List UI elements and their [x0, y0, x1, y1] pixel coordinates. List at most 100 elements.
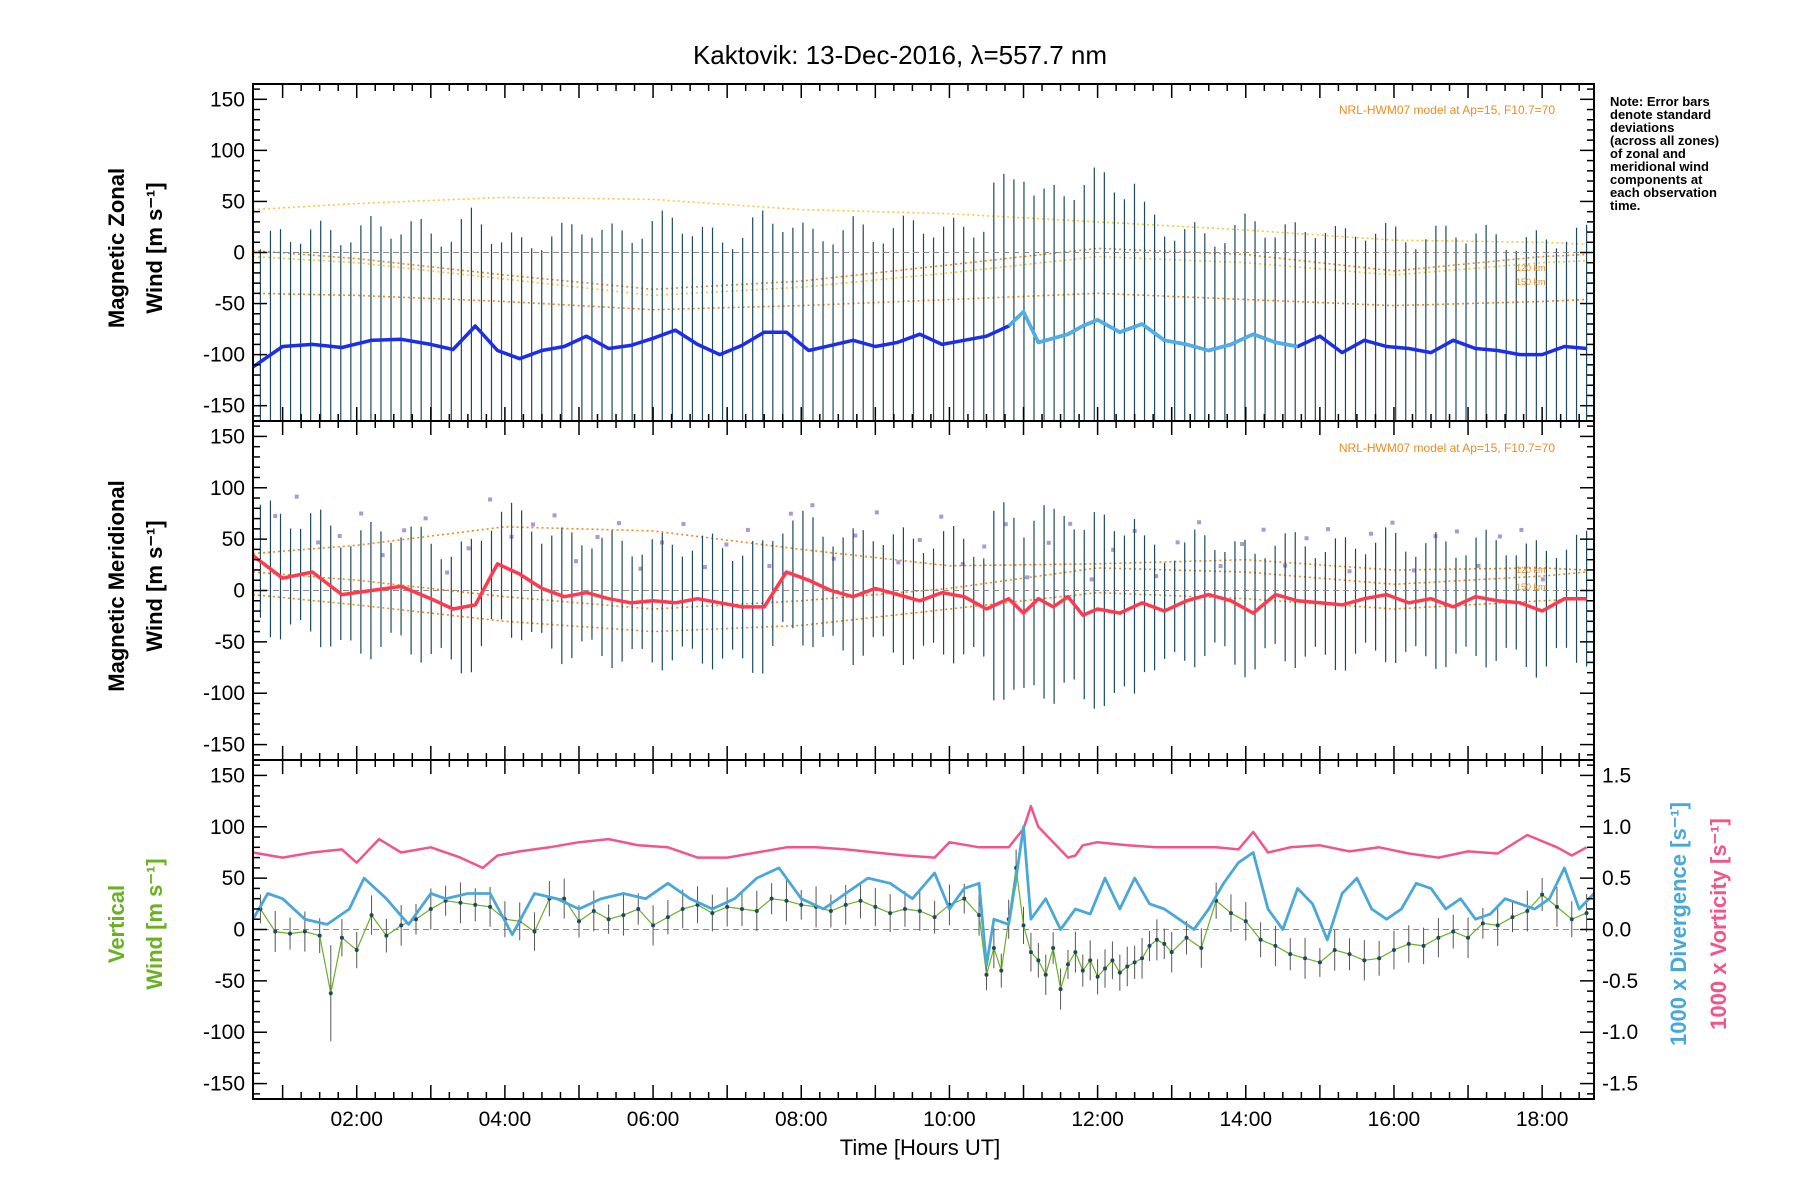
- meridional-alt-label-120: 120 km: [1516, 565, 1546, 575]
- zone-sample-dot: [1519, 527, 1524, 532]
- note-line: Note: Error bars: [1610, 94, 1710, 109]
- vertical-wind-point: [932, 915, 937, 920]
- zone-sample-dot: [896, 560, 901, 565]
- vertical-wind-point: [288, 931, 293, 936]
- note-line: components at: [1610, 172, 1703, 187]
- vertical-wind-point: [1095, 974, 1100, 979]
- y-tick-label: -150: [203, 1073, 245, 1096]
- vertical-wind-point: [1273, 943, 1278, 948]
- vertical-wind-point: [1073, 950, 1078, 955]
- vertical-wind-point: [328, 991, 333, 996]
- vertical-wind-point: [1103, 966, 1108, 971]
- y-tick-label: 100: [210, 139, 245, 162]
- x-tick-label: 18:00: [1516, 1108, 1569, 1131]
- vertical-wind-point: [1406, 941, 1411, 946]
- vertical-wind-point: [1480, 921, 1485, 926]
- meridional-series: [251, 554, 1587, 617]
- note-line: each observation: [1610, 185, 1717, 200]
- vertical-wind-point: [339, 935, 344, 940]
- meridional-error-bars: [259, 500, 1588, 709]
- vertical-wind-point: [384, 933, 389, 938]
- vertical-wind-point: [1088, 958, 1093, 963]
- y-tick-label: -150: [203, 734, 245, 757]
- model-line: [252, 247, 1587, 291]
- zonal-mean-wind-line: [252, 309, 1587, 369]
- zone-sample-dot: [1347, 569, 1352, 574]
- divergence-line: [251, 825, 1596, 967]
- vertical-wind-point: [1051, 945, 1056, 950]
- vertical-wind-point: [858, 898, 863, 903]
- zonal-model-lines: [252, 196, 1587, 311]
- vertical-wind-point: [769, 896, 774, 901]
- y-tick-label: 50: [222, 190, 245, 213]
- x-axis-label: Time [Hours UT]: [840, 1135, 1001, 1160]
- vertical-wind-point: [1510, 915, 1515, 920]
- zonal-series: [252, 309, 1587, 369]
- zonal-ylabel-line1: Magnetic Zonal: [104, 168, 129, 328]
- zonal-ylabel-line2: Wind [m s⁻¹]: [142, 182, 167, 313]
- zone-sample-dot: [810, 503, 815, 508]
- y-tick-label: -100: [203, 1021, 245, 1044]
- y-tick-label: 0: [233, 919, 245, 942]
- vertical-wind-point: [532, 929, 537, 934]
- zone-sample-dot: [681, 522, 686, 527]
- vertical-wind-point: [665, 915, 670, 920]
- y-tick-label: 50: [222, 867, 245, 890]
- y-tick-label: 150: [210, 425, 245, 448]
- y-tick-label: 50: [222, 528, 245, 551]
- y-tick-label: -50: [215, 970, 245, 993]
- vertical-wind-point: [1162, 941, 1167, 946]
- zone-sample-dot: [1068, 521, 1073, 526]
- vertical-wind-point: [962, 896, 967, 901]
- vertical-wind-point: [621, 913, 626, 918]
- vertical-wind-point: [828, 909, 833, 914]
- model-line: [252, 591, 1587, 633]
- vertical-wind-point: [1436, 935, 1441, 940]
- vertical-wind-point: [1154, 937, 1159, 942]
- model-line: [252, 567, 1587, 610]
- zone-sample-dot: [831, 556, 836, 561]
- vertical-wind-point: [984, 972, 989, 977]
- vertical-wind-line: [259, 867, 1587, 994]
- vertical-wind-point: [1466, 935, 1471, 940]
- x-tick-label: 10:00: [923, 1108, 976, 1131]
- vertical-wind-point: [1132, 960, 1137, 965]
- vertical-wind-point: [1569, 917, 1574, 922]
- vertical-wind-point: [1043, 972, 1048, 977]
- note-line: meridional wind: [1610, 159, 1709, 174]
- zone-sample-dot: [1390, 520, 1395, 525]
- vertical-wind-point: [1036, 958, 1041, 963]
- vertical-wind-point: [273, 929, 278, 934]
- zone-sample-dot: [380, 553, 385, 558]
- vertical-wind-point: [428, 906, 433, 911]
- vertical-wind-point: [458, 900, 463, 905]
- vertical-wind-point: [1021, 923, 1026, 928]
- y-tick-label: 0: [233, 242, 245, 265]
- vertical-wind-point: [917, 909, 922, 914]
- vertical-wind-point: [680, 906, 685, 911]
- vertical-wind-point: [1125, 964, 1130, 969]
- vertical-wind-point: [1421, 943, 1426, 948]
- zone-sample-dot: [1326, 527, 1331, 532]
- vertical-wind-point: [991, 945, 996, 950]
- x-tick-label: 12:00: [1071, 1108, 1124, 1131]
- vertical-wind-point: [739, 906, 744, 911]
- meridional-wind-panel: 150 100 50 0 -50 -100 -150 NRL-HWM07 model at …: [104, 420, 1595, 761]
- y-tick-label: -100: [203, 682, 245, 705]
- y2-tick-label: -1.0: [1602, 1021, 1638, 1044]
- zonal-mean-wind-line-segment: [1007, 309, 1298, 353]
- zone-sample-dot: [1240, 542, 1245, 547]
- vertical-wind-point: [1117, 970, 1122, 975]
- y-tick-label: 100: [210, 477, 245, 500]
- vertical-wind-point: [710, 911, 715, 916]
- zonal-error-bars: [259, 167, 1588, 421]
- x-tick-label: 02:00: [330, 1108, 383, 1131]
- vertical-wind-point: [1391, 948, 1396, 953]
- vertical-wind-point: [1058, 987, 1063, 992]
- meridional-alt-label-150: 150 km: [1516, 582, 1546, 592]
- zone-sample-dot: [1218, 564, 1223, 569]
- zone-sample-dot: [982, 544, 987, 549]
- zone-sample-dot: [702, 565, 707, 570]
- zone-sample-dot: [745, 527, 750, 532]
- vertical-wind-point: [636, 906, 641, 911]
